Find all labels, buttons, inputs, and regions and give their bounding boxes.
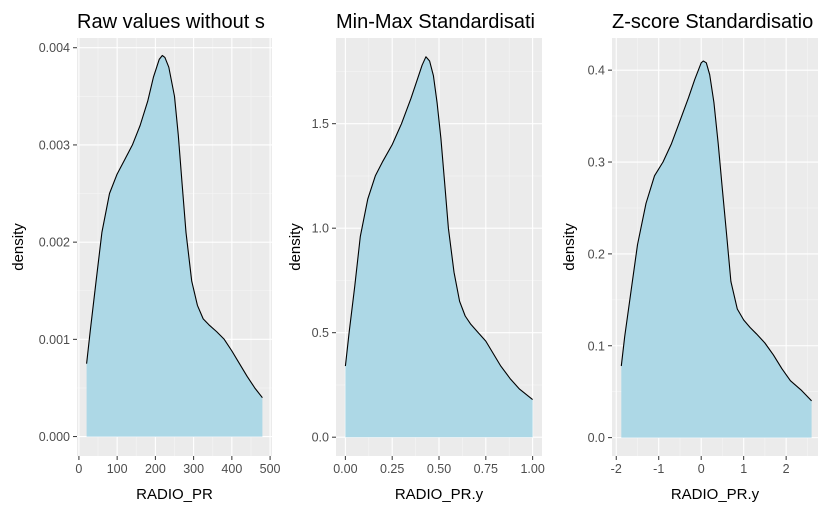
density-area — [86, 55, 263, 437]
y-tick-label: 0.5 — [312, 326, 329, 340]
chart-title: Z-score Standardisatio — [612, 11, 813, 33]
y-axis-label: density — [10, 223, 27, 271]
x-tick-label: -2 — [611, 462, 622, 476]
x-tick-label: 1 — [740, 462, 747, 476]
density-area — [621, 61, 812, 438]
x-tick-label: 300 — [183, 462, 204, 476]
x-axis-label: RADIO_PR — [136, 486, 213, 503]
x-tick-label: 0 — [75, 462, 82, 476]
x-tick-label: 0.50 — [427, 462, 451, 476]
x-axis-label: RADIO_PR.y — [671, 486, 760, 503]
density-line — [344, 56, 533, 401]
y-tick-label: 0.000 — [39, 430, 70, 444]
y-tick-label: 0.3 — [588, 156, 605, 170]
y-tick-label: 0.1 — [588, 339, 605, 353]
y-tick-label: 0.004 — [39, 41, 70, 55]
x-tick-label: 1.00 — [520, 462, 544, 476]
x-tick-label: 400 — [221, 462, 242, 476]
y-tick-label: 1.5 — [312, 117, 329, 131]
y-tick-label: 0.0 — [588, 431, 605, 445]
chart-title: Min-Max Standardisati — [336, 11, 535, 33]
x-tick-label: 100 — [107, 462, 128, 476]
density-line — [86, 54, 263, 399]
x-tick-label: 0.00 — [333, 462, 357, 476]
y-tick-label: 0.002 — [39, 236, 70, 250]
y-tick-label: 0.4 — [588, 64, 605, 78]
x-tick-label: 500 — [260, 462, 281, 476]
panel-2: 0.00 0.25 0.50 0.75 1.00 0.0 0.5 1.0 1.5 RADIO_PR… — [287, 11, 545, 503]
x-tick-label: 2 — [783, 462, 790, 476]
y-tick-label: 0.003 — [39, 138, 70, 152]
y-tick-label: 1.0 — [312, 222, 329, 236]
x-tick-label: 0 — [698, 462, 705, 476]
x-tick-label: -1 — [653, 462, 664, 476]
panel-1: 0 100 200 300 400 500 0.000 0.001 0.002 0.003 0.00… — [10, 11, 281, 503]
density-line — [620, 60, 812, 402]
x-tick-label: 0.75 — [474, 462, 498, 476]
y-axis-label: density — [561, 223, 578, 271]
y-axis-label: density — [287, 223, 304, 271]
y-tick-label: 0.2 — [588, 247, 605, 261]
x-tick-label: 0.25 — [380, 462, 404, 476]
chart-title: Raw values without s — [77, 11, 265, 33]
y-tick-label: 0.001 — [39, 333, 70, 347]
panel-3: -2 -1 0 1 2 0.0 0.1 0.2 0.3 0.4 RADIO_PR.y density Z… — [561, 11, 818, 503]
y-tick-label: 0.0 — [312, 431, 329, 445]
x-tick-label: 200 — [145, 462, 166, 476]
x-axis-label: RADIO_PR.y — [395, 486, 484, 503]
